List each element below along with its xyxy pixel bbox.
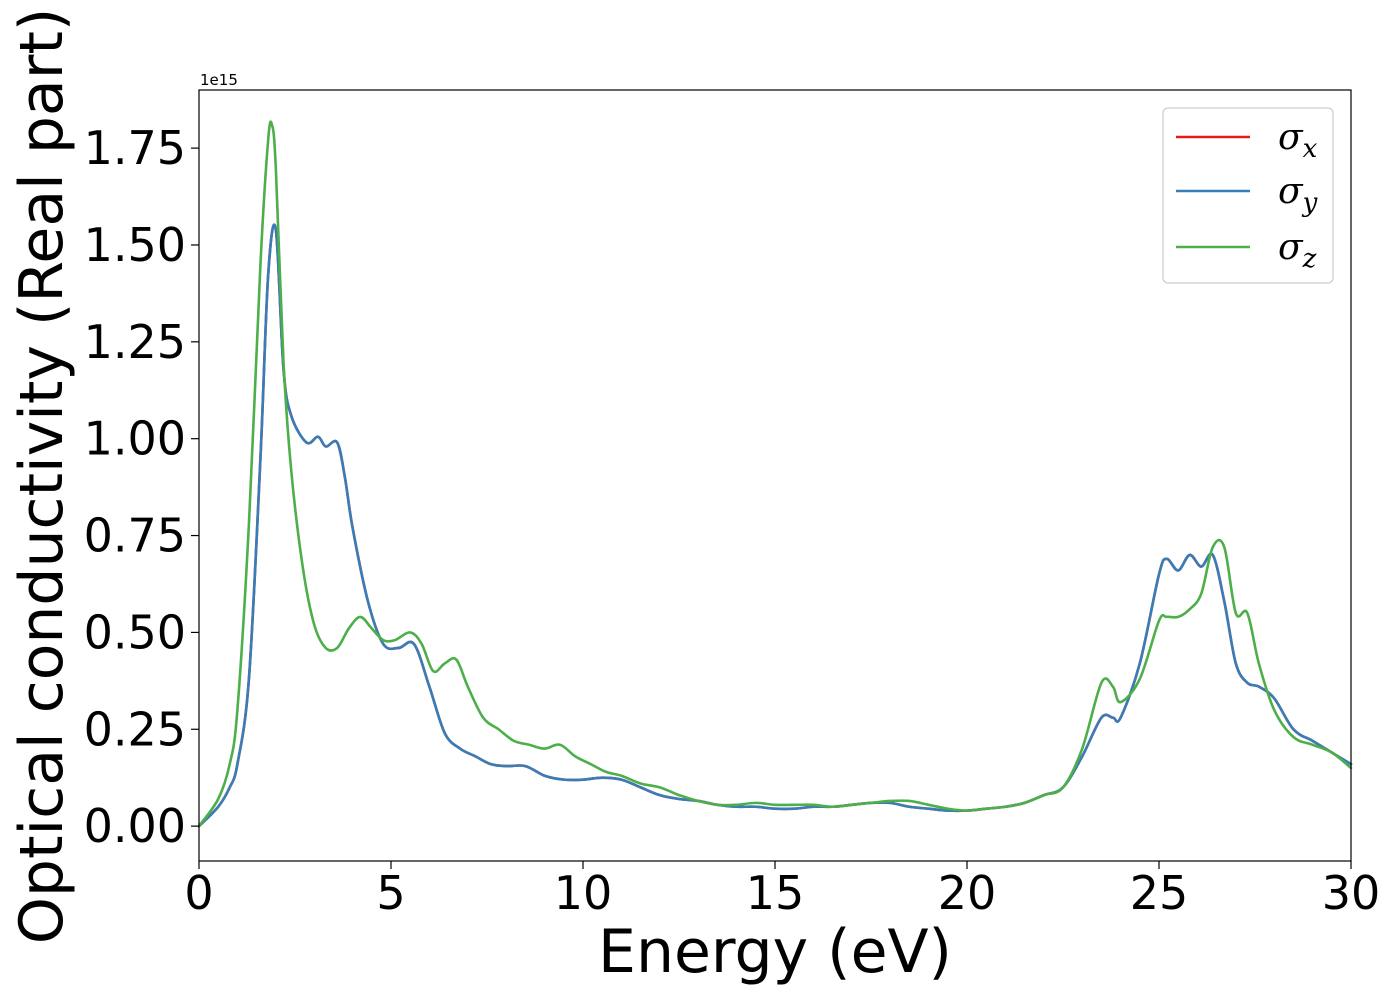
x-axis: 0 5 10 15 20 25 30 (184, 861, 1380, 920)
plot-area (199, 90, 1351, 861)
y-tick-label: 0.00 (84, 799, 186, 853)
x-tick-label: 0 (184, 866, 213, 920)
y-scale-exponent: 1e15 (200, 71, 238, 89)
x-tick-label: 15 (746, 866, 805, 920)
y-tick-label: 0.50 (84, 605, 186, 659)
y-axis: 0.00 0.25 0.50 0.75 1.00 1.25 1.50 1.75 (84, 121, 199, 853)
x-tick-label: 5 (376, 866, 405, 920)
legend-label: σy (1278, 171, 1318, 218)
y-tick-label: 1.75 (84, 121, 186, 175)
y-tick-label: 0.25 (84, 702, 186, 756)
y-tick-label: 1.00 (84, 412, 186, 466)
x-tick-label: 20 (938, 866, 997, 920)
series-layer (197, 120, 1353, 828)
x-tick-label: 30 (1322, 866, 1381, 920)
x-tick-label: 25 (1130, 866, 1189, 920)
x-tick-label: 10 (554, 866, 613, 920)
y-axis-title: Optical conductivity (Real part) (7, 8, 77, 945)
series-line-3 (197, 120, 1353, 828)
y-tick-label: 1.25 (84, 315, 186, 369)
y-tick-label: 0.75 (84, 509, 186, 563)
y-tick-label: 1.50 (84, 218, 186, 272)
legend-box (1162, 107, 1334, 284)
x-axis-title: Energy (eV) (598, 917, 952, 987)
